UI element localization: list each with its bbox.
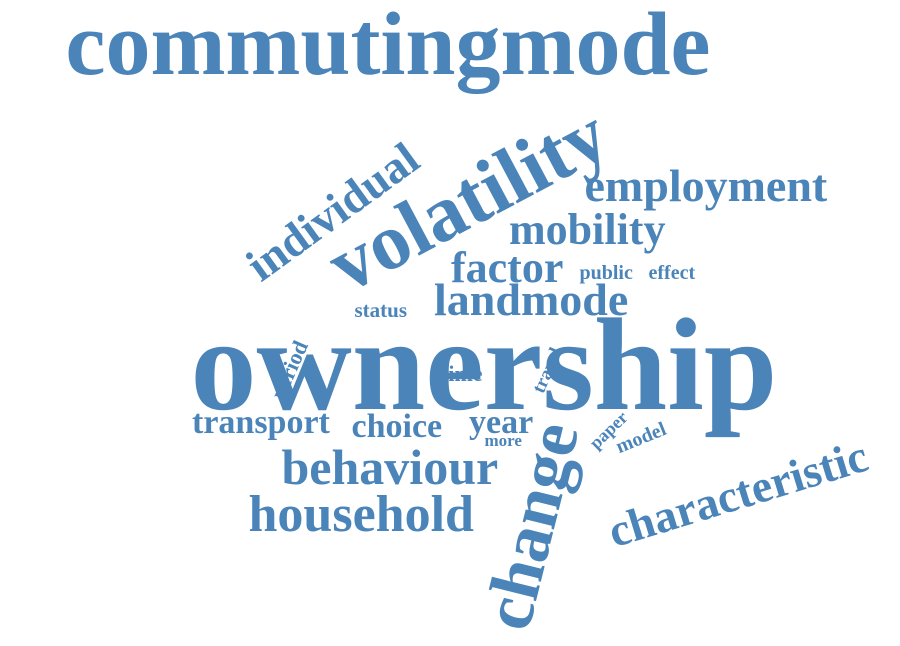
word-landmode: landmode [434,274,629,325]
word-more: more [484,430,522,450]
word-transport: transport [192,404,330,441]
word-characteristic: characteristic [602,429,874,558]
word-household: household [248,486,474,543]
word-factor: factor [451,243,564,292]
word-year: year [469,404,534,441]
word-behaviour: behaviour [281,439,499,495]
word-ownership: ownership [190,291,778,438]
word-status: status [354,297,408,322]
word-mobility: mobility [509,205,666,254]
word-time: time [441,361,483,386]
word-choice: choice [351,408,443,445]
word-employment: employment [584,160,828,211]
word-commutingmode: commutingmode [65,0,711,94]
word-effect: effect [648,262,696,284]
word-public: public [579,262,633,284]
